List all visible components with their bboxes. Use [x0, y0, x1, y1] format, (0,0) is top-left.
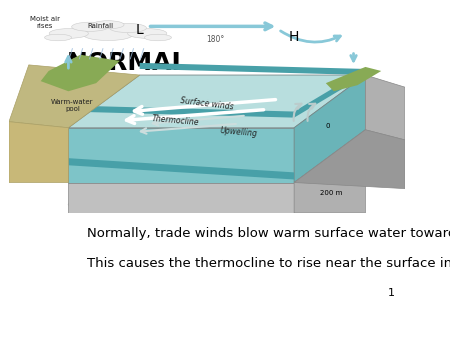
- Text: Moist air
rises: Moist air rises: [30, 16, 60, 29]
- Polygon shape: [68, 75, 365, 128]
- Text: L: L: [136, 23, 144, 38]
- Ellipse shape: [45, 34, 72, 41]
- Text: 0: 0: [326, 123, 330, 129]
- Text: Surface winds: Surface winds: [180, 96, 234, 111]
- Ellipse shape: [109, 23, 147, 32]
- Text: H: H: [289, 29, 299, 44]
- Ellipse shape: [83, 28, 133, 41]
- Polygon shape: [68, 63, 365, 118]
- Text: Warm-water
pool: Warm-water pool: [51, 99, 94, 112]
- Ellipse shape: [72, 22, 109, 31]
- Text: 180°: 180°: [206, 35, 224, 44]
- Polygon shape: [40, 55, 120, 91]
- Polygon shape: [365, 75, 405, 140]
- Polygon shape: [9, 122, 68, 183]
- Text: Rainfall: Rainfall: [87, 23, 113, 29]
- Text: Thermocline: Thermocline: [151, 114, 199, 127]
- Ellipse shape: [128, 29, 167, 38]
- Text: 1: 1: [387, 288, 395, 298]
- Polygon shape: [9, 65, 140, 128]
- Polygon shape: [294, 130, 405, 189]
- Text: Upwelling: Upwelling: [220, 126, 258, 138]
- Text: NORMAL: NORMAL: [67, 51, 188, 75]
- Polygon shape: [326, 67, 381, 91]
- Polygon shape: [68, 183, 294, 213]
- Text: 200 m: 200 m: [320, 190, 342, 196]
- Text: © 2005 Brooks/Cole - Thomson: © 2005 Brooks/Cole - Thomson: [67, 203, 165, 208]
- Ellipse shape: [144, 34, 171, 41]
- Text: Normally, trade winds blow warm surface water toward the western Pacific.: Normally, trade winds blow warm surface …: [70, 227, 450, 240]
- Polygon shape: [294, 75, 365, 183]
- Text: This causes the thermocline to rise near the surface in the eastern  Pacific.: This causes the thermocline to rise near…: [70, 257, 450, 270]
- Ellipse shape: [92, 21, 124, 29]
- Polygon shape: [68, 158, 294, 179]
- Polygon shape: [294, 130, 365, 213]
- Ellipse shape: [49, 29, 88, 38]
- Polygon shape: [68, 128, 294, 183]
